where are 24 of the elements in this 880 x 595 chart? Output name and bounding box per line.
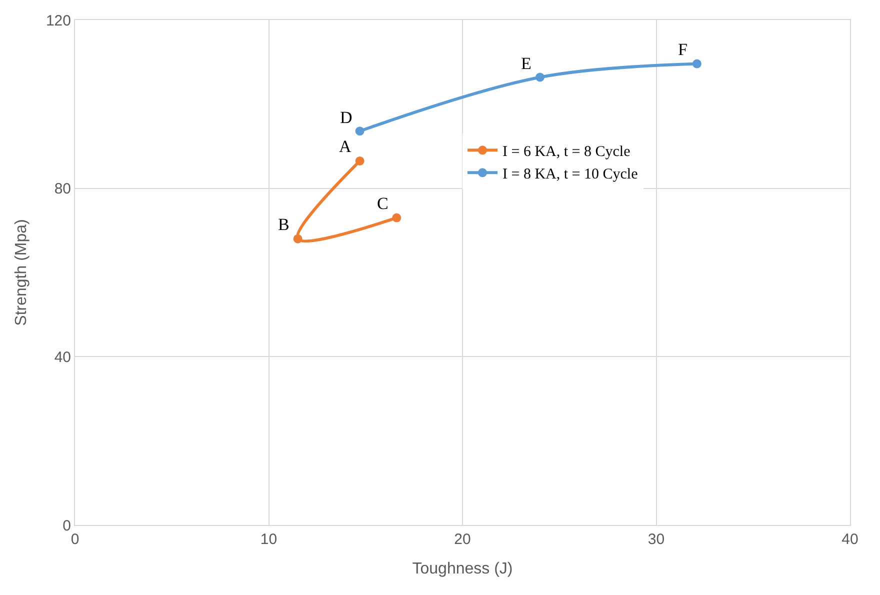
x-tick-label: 10 [260,531,278,548]
y-tick-label: 80 [54,180,71,198]
annotation: A [339,137,352,156]
y-tick-label: 120 [46,12,71,30]
point [355,156,364,166]
x-axis-title: Toughness (J) [412,560,513,578]
x-tick-label: 40 [842,531,858,548]
y-axis-title: Strength (Mpa) [12,219,30,326]
annotation: E [521,54,532,73]
annotation: F [678,40,688,59]
x-tick-label: 20 [454,531,471,548]
point [355,126,364,136]
point [692,59,702,68]
annotation: C [377,194,388,213]
y-tick-label: 40 [54,348,71,366]
legend-label: I = 8 KA, t = 10 Cycle [502,166,638,182]
point [293,234,302,244]
annotation: B [278,215,290,234]
annotation: D [340,108,352,127]
legend-label: I = 6 KA, t = 8 Cycle [502,144,631,160]
point [536,72,544,82]
x-tick-label: 30 [648,531,665,548]
point [392,213,402,222]
y-tick-label: 0 [62,517,71,534]
